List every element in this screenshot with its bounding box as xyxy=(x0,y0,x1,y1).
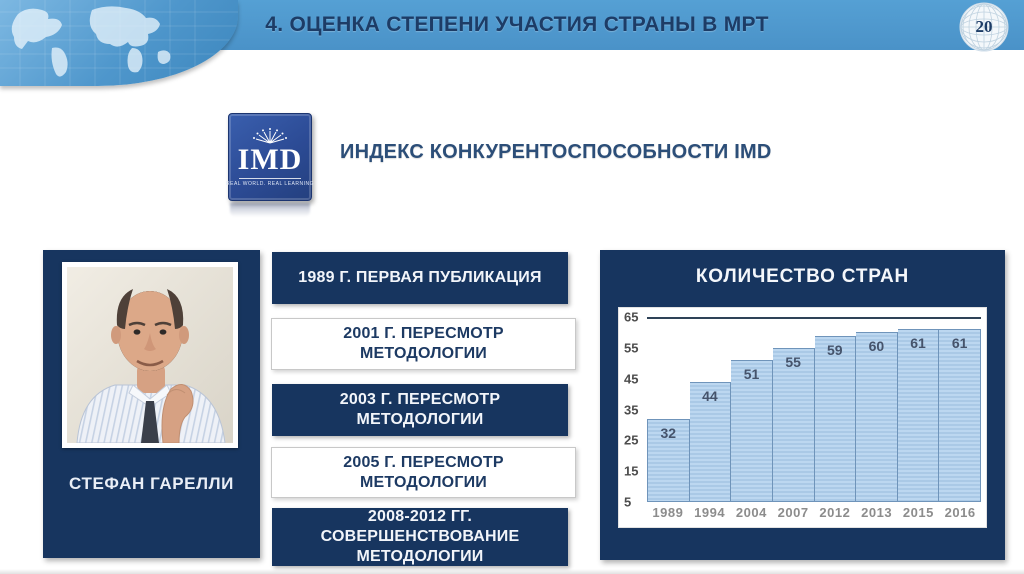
chart-top-gridline xyxy=(647,317,981,319)
person-card: СТЕФАН ГАРЕЛЛИ xyxy=(43,250,260,558)
imd-index-caption: ИНДЕКС КОНКУРЕНТОСПОСОБНОСТИ IMD xyxy=(340,140,772,163)
imd-logo-reflection xyxy=(230,203,310,217)
chart-bar: 59 xyxy=(814,335,857,502)
y-tick-label: 5 xyxy=(624,494,632,510)
chart-y-axis: 65 55 45 35 25 15 5 xyxy=(619,310,647,510)
imd-logo-tagline: REAL WORLD. REAL LEARNING xyxy=(226,181,314,187)
imd-logo: IMD REAL WORLD. REAL LEARNING xyxy=(226,113,314,201)
bar-value-label: 59 xyxy=(827,341,843,358)
bar-value-label: 60 xyxy=(868,338,885,355)
y-tick-label: 45 xyxy=(624,371,639,387)
x-tick-label: 2013 xyxy=(861,505,893,520)
timeline-item-1989: 1989 Г. ПЕРВАЯ ПУБЛИКАЦИЯ xyxy=(272,252,568,304)
y-tick-label: 65 xyxy=(624,309,639,325)
portrait-image xyxy=(67,267,233,443)
chart-title: КОЛИЧЕСТВО СТРАН xyxy=(695,266,910,287)
timeline-item-2005: 2005 Г. ПЕРЕСМОТР МЕТОДОЛОГИИ xyxy=(271,447,576,498)
chart-x-axis: 1989 1994 2004 2007 2012 2013 2015 2016 xyxy=(647,505,981,525)
imd-fan-icon xyxy=(253,128,287,144)
chart-bar: 44 xyxy=(689,381,732,502)
chart-bar: 60 xyxy=(856,332,898,502)
slide-bottom-shadow xyxy=(0,569,1024,574)
page-title: 4. ОЦЕНКА СТЕПЕНИ УЧАСТИЯ СТРАНЫ В МРТ xyxy=(265,13,769,36)
chart-bar: 55 xyxy=(772,347,815,502)
page-number: 20 xyxy=(975,17,993,36)
bar-value-label: 32 xyxy=(660,424,677,441)
bar-value-label: 55 xyxy=(785,353,801,370)
countries-chart-panel: КОЛИЧЕСТВО СТРАН 65 55 45 35 25 15 5 32 44 51 55 5… xyxy=(600,250,1005,560)
x-tick-label: 2016 xyxy=(944,505,976,520)
y-tick-label: 55 xyxy=(624,340,639,356)
x-tick-label: 2004 xyxy=(735,505,767,520)
world-map-icon xyxy=(0,0,238,86)
chart-bar: 61 xyxy=(939,329,981,502)
chart-plot-area: 65 55 45 35 25 15 5 32 44 51 55 59 60 61 61 1989 1994 2… xyxy=(618,307,987,528)
timeline-item-2001: 2001 Г. ПЕРЕСМОТР МЕТОДОЛОГИИ xyxy=(271,318,576,370)
imd-logo-text: IMD xyxy=(237,143,303,176)
imd-logo-divider xyxy=(239,178,301,179)
bar-value-label: 61 xyxy=(951,335,968,352)
x-tick-label: 2015 xyxy=(902,505,934,520)
x-tick-label: 1989 xyxy=(652,505,684,520)
y-tick-label: 25 xyxy=(624,432,639,448)
y-tick-label: 15 xyxy=(624,463,639,479)
bar-value-label: 44 xyxy=(702,387,718,404)
globe-icon xyxy=(959,2,1009,52)
x-tick-label: 2012 xyxy=(819,505,851,520)
chart-bars: 32 44 51 55 59 60 61 61 xyxy=(647,317,981,502)
chart-bar: 32 xyxy=(647,418,690,502)
y-tick-label: 35 xyxy=(624,402,639,417)
x-tick-label: 1994 xyxy=(694,505,726,520)
bar-value-label: 61 xyxy=(910,335,926,352)
bar-value-label: 51 xyxy=(743,366,760,383)
chart-bar: 51 xyxy=(731,360,773,502)
page-number-globe: 20 xyxy=(958,1,1010,53)
timeline-item-2008-2012: 2008-2012 ГГ. СОВЕРШЕНСТВОВАНИЕ МЕТОДОЛО… xyxy=(272,508,568,566)
person-name: СТЕФАН ГАРЕЛЛИ xyxy=(69,474,234,493)
timeline-item-2003: 2003 Г. ПЕРЕСМОТР МЕТОДОЛОГИИ xyxy=(272,384,568,436)
world-map-decoration xyxy=(0,0,238,86)
stefan-garelli-photo xyxy=(62,262,238,448)
chart-bar: 61 xyxy=(897,329,940,502)
x-tick-label: 2007 xyxy=(777,505,809,520)
